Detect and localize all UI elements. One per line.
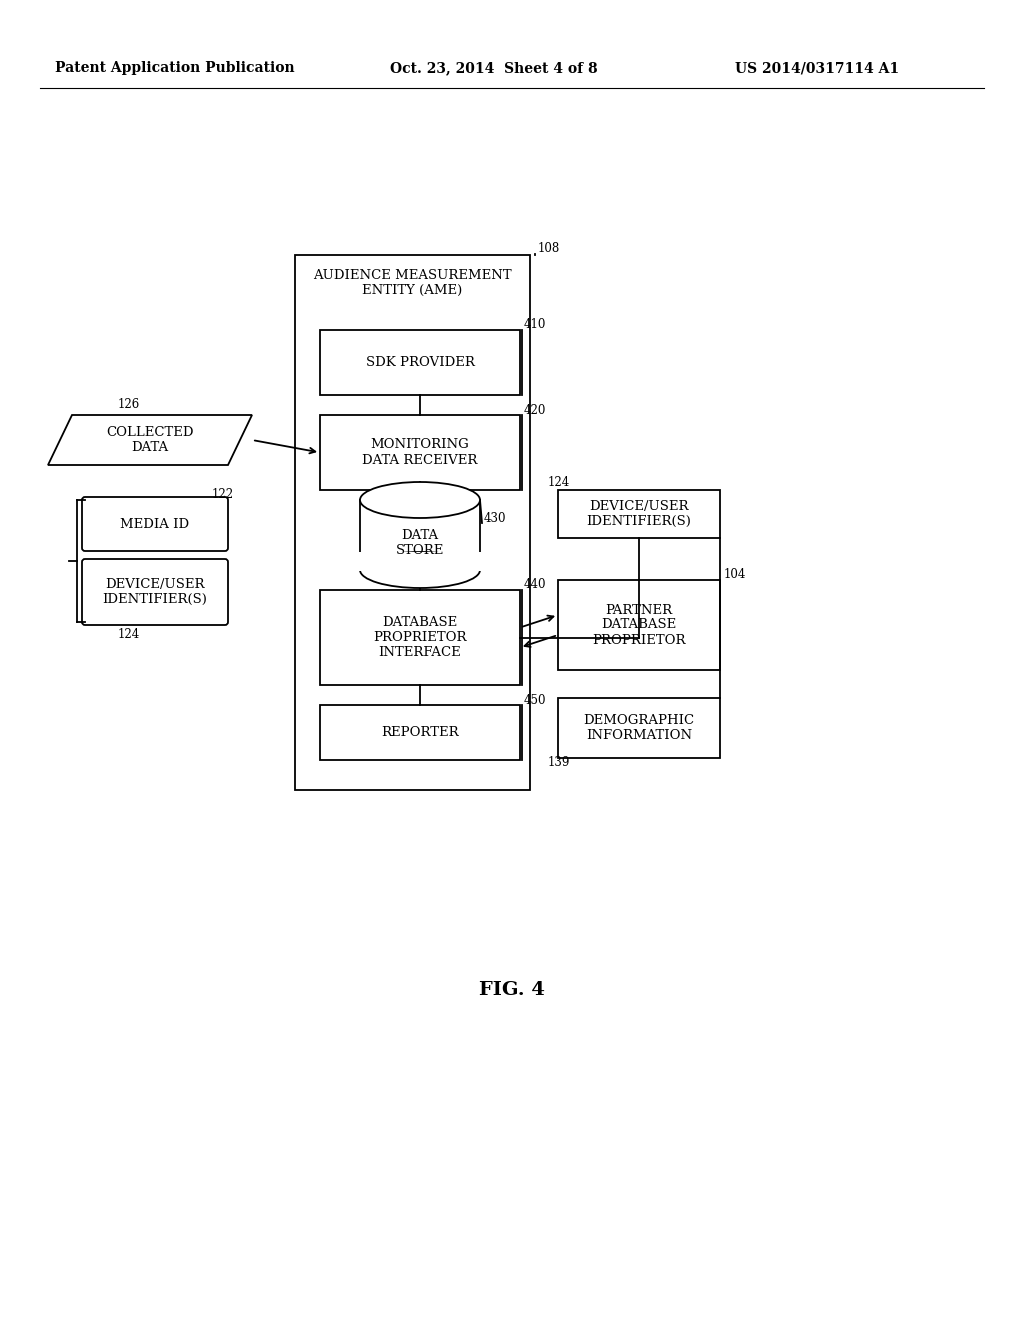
- Text: 420: 420: [524, 404, 547, 417]
- Text: 126: 126: [118, 399, 140, 412]
- Text: DATABASE
PROPRIETOR
INTERFACE: DATABASE PROPRIETOR INTERFACE: [374, 616, 467, 659]
- Text: SDK PROVIDER: SDK PROVIDER: [366, 356, 474, 370]
- Bar: [319, 330, 520, 395]
- Text: FIG. 4: FIG. 4: [479, 981, 545, 999]
- Text: 122: 122: [212, 487, 234, 500]
- Text: AUDIENCE MEASUREMENT
ENTITY (AME): AUDIENCE MEASUREMENT ENTITY (AME): [313, 269, 512, 297]
- FancyBboxPatch shape: [82, 498, 228, 550]
- Text: DEMOGRAPHIC
INFORMATION: DEMOGRAPHIC INFORMATION: [584, 714, 694, 742]
- Text: 410: 410: [524, 318, 547, 331]
- Text: US 2014/0317114 A1: US 2014/0317114 A1: [735, 61, 899, 75]
- Polygon shape: [48, 414, 252, 465]
- Text: COLLECTED
DATA: COLLECTED DATA: [106, 426, 194, 454]
- Ellipse shape: [360, 552, 480, 587]
- Text: 450: 450: [524, 693, 547, 706]
- Bar: [319, 414, 520, 490]
- Text: Oct. 23, 2014  Sheet 4 of 8: Oct. 23, 2014 Sheet 4 of 8: [390, 61, 598, 75]
- Text: 440: 440: [524, 578, 547, 591]
- FancyBboxPatch shape: [82, 558, 228, 624]
- Text: PARTNER
DATABASE
PROPRIETOR: PARTNER DATABASE PROPRIETOR: [592, 603, 686, 647]
- Ellipse shape: [360, 482, 480, 517]
- Text: 124: 124: [118, 628, 140, 642]
- Text: MEDIA ID: MEDIA ID: [121, 517, 189, 531]
- Text: 124: 124: [548, 475, 570, 488]
- Text: REPORTER: REPORTER: [381, 726, 459, 739]
- Bar: [295, 255, 530, 789]
- Bar: [558, 579, 720, 671]
- Bar: [319, 705, 520, 760]
- Text: DEVICE/USER
IDENTIFIER(S): DEVICE/USER IDENTIFIER(S): [102, 578, 208, 606]
- Text: 430: 430: [484, 511, 507, 524]
- Text: Patent Application Publication: Patent Application Publication: [55, 61, 295, 75]
- Text: MONITORING
DATA RECEIVER: MONITORING DATA RECEIVER: [362, 438, 477, 466]
- Text: 108: 108: [538, 242, 560, 255]
- Bar: [558, 490, 720, 539]
- Text: DEVICE/USER
IDENTIFIER(S): DEVICE/USER IDENTIFIER(S): [587, 500, 691, 528]
- Bar: [319, 590, 520, 685]
- Bar: [558, 698, 720, 758]
- Bar: [360, 500, 480, 570]
- Text: 104: 104: [724, 569, 746, 582]
- Text: 139: 139: [548, 755, 570, 768]
- Bar: [359, 552, 481, 572]
- Text: DATA
STORE: DATA STORE: [396, 529, 444, 557]
